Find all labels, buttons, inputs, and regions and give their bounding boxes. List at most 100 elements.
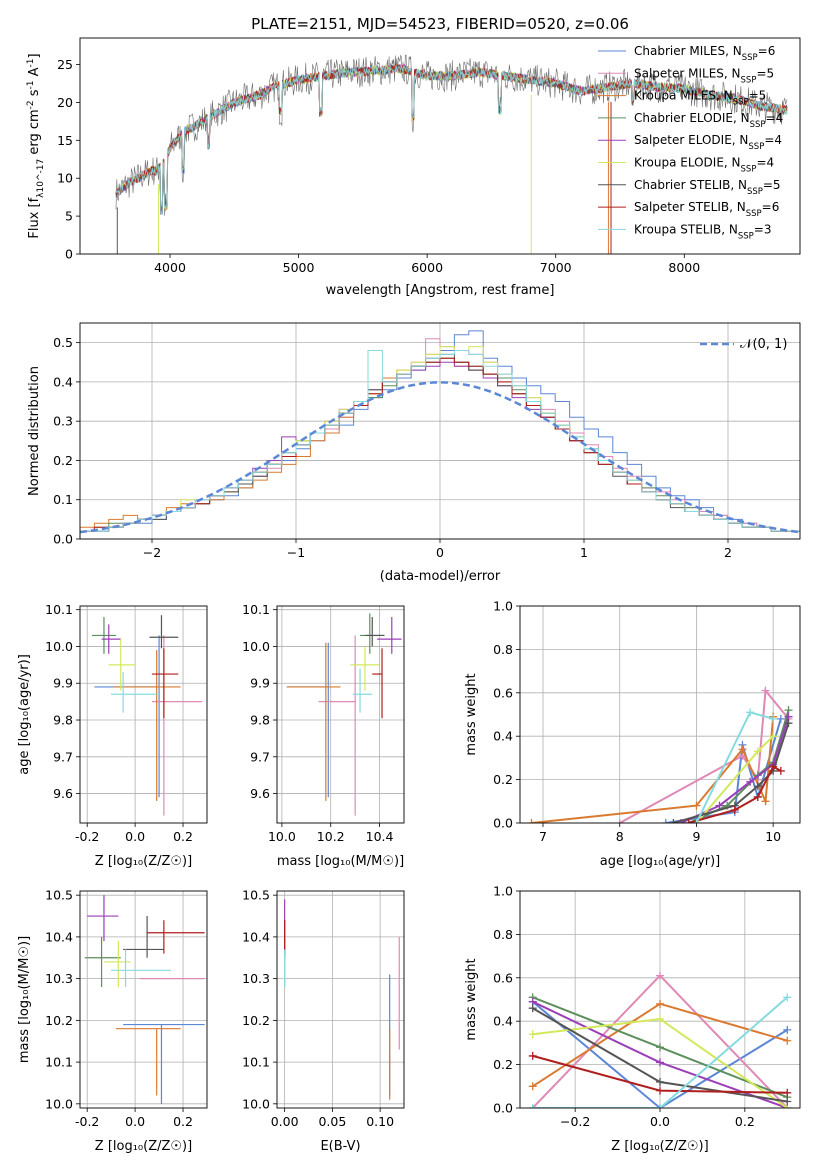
weight-marker [746, 708, 755, 717]
y-axis-label: mass weight [464, 673, 479, 755]
x-tick-label: 5000 [283, 260, 315, 275]
error-bar [286, 642, 341, 801]
axes-frame [276, 605, 405, 824]
y-tick-label: 10 [57, 171, 73, 186]
x-tick-label: 0.05 [318, 1114, 346, 1129]
plot-content [80, 330, 800, 539]
plot-area [80, 891, 207, 1108]
legend-label-sub: SSP [747, 187, 763, 197]
axes-frame [519, 890, 801, 1109]
error-bar [318, 635, 356, 816]
legend-label-count: =6 [758, 44, 776, 58]
legend-label-name: Salpeter MILES, N [634, 66, 741, 80]
x-tick-label: 0.2 [173, 829, 193, 844]
error-bar [113, 650, 181, 801]
x-tick-label: 8 [616, 829, 624, 844]
weight-marker [692, 819, 701, 823]
legend-label-sub: SSP [742, 53, 758, 63]
legend-label: 𝒩(0, 1) [740, 337, 787, 352]
weight-line [532, 1000, 788, 1108]
figure-title: PLATE=2151, MJD=54523, FIBERID=0520, z=0… [251, 15, 629, 33]
legend-label-sub: SSP [741, 75, 757, 85]
x-tick-label: 0.0 [125, 829, 145, 844]
legend-label-sub: SSP [748, 142, 764, 152]
spectrum-data-line [115, 54, 788, 216]
weight-marker [783, 993, 792, 1002]
legend-label-name: Salpeter ELODIE, N [634, 133, 748, 147]
plot-area [80, 606, 207, 823]
axes-frame [519, 605, 801, 824]
label-part: Normed distribution [27, 366, 42, 496]
y-tick-label: 1.0 [493, 884, 513, 899]
x-tick-label: 2 [724, 545, 732, 560]
y-tick-label: 9.7 [53, 749, 73, 764]
x-tick-label: 0.2 [735, 1114, 755, 1129]
weight-marker [656, 971, 664, 980]
y-tick-label: 0.2 [53, 453, 73, 468]
y-tick-label: 10.1 [242, 1055, 270, 1070]
x-tick-label: 10.2 [317, 829, 345, 844]
x-tick-label: 10.4 [366, 829, 394, 844]
legend-label: Chabrier MILES, NSSP=6 [634, 44, 775, 63]
x-tick-label: −2 [143, 545, 161, 560]
x-tick-label: 7 [539, 829, 547, 844]
legend-label-name: Kroupa STELIB, N [634, 222, 738, 236]
panel-weight-vs-Z: −0.2 0.0 0.2 0.0 0.2 0.4 0.6 0.8 1.0 Z [log₁₀(Z/Z… [464, 884, 801, 1154]
legend-label-name: Kroupa ELODIE, N [634, 156, 741, 170]
error-bar [101, 624, 121, 654]
legend-label-sub: SSP [738, 231, 754, 241]
weight-marker [783, 1097, 792, 1106]
weight-marker [776, 766, 785, 775]
legend-label: Salpeter MILES, NSSP=5 [634, 66, 774, 85]
weight-marker [769, 714, 778, 723]
legend-label-count: =5 [756, 66, 774, 80]
y-tick-label: 10.4 [45, 929, 73, 944]
y-axis-label: Normed distribution [27, 366, 42, 496]
error-bar [123, 916, 164, 958]
y-tick-label: 10.3 [45, 971, 73, 986]
y-tick-label: 10.1 [242, 602, 270, 617]
weight-marker [715, 801, 724, 810]
legend-label-sub: SSP [750, 120, 766, 130]
plot-content [527, 686, 793, 823]
error-bar [91, 617, 116, 654]
weight-marker [746, 777, 755, 786]
panel-spectrum: 4000 5000 6000 7000 8000 0 5 10 15 20 25 wavelength… [26, 37, 801, 298]
x-tick-label: 0 [436, 545, 444, 560]
weight-marker [527, 819, 536, 823]
weight-marker [783, 1025, 792, 1034]
label-script: -2 [26, 100, 36, 109]
label-part: Flux [f [27, 197, 42, 238]
y-tick-label: 0.8 [493, 927, 513, 942]
legend-label-sub: SSP [733, 98, 749, 108]
weight-marker [661, 819, 670, 823]
x-tick-label: 7000 [540, 260, 572, 275]
y-tick-label: 10.0 [45, 639, 73, 654]
y-axis-label: age [log₁₀(age/yr)] [17, 654, 32, 775]
weight-marker [528, 1082, 537, 1091]
x-tick-label: 8000 [668, 260, 700, 275]
y-tick-label: 0.0 [53, 532, 73, 547]
error-bar [84, 936, 121, 987]
panel-mass-vs-Z: -0.2 0.0 0.2 10.0 10.1 10.2 10.3 10.4 10.5 Z [log… [17, 888, 208, 1154]
weight-marker [783, 1036, 792, 1045]
legend-label-sub: SSP [741, 165, 757, 175]
legend-label-count: =3 [754, 222, 772, 236]
legend-label: Salpeter STELIB, NSSP=6 [634, 200, 779, 219]
weight-marker [656, 1104, 664, 1108]
weight-marker [528, 1104, 537, 1108]
y-tick-label: 20 [57, 95, 73, 110]
y-tick-label: 1.0 [493, 599, 513, 614]
y-tick-label: 0.5 [53, 335, 73, 350]
x-axis-label: Z [log₁₀(Z/Z☉)] [95, 854, 192, 869]
legend-label-count: =4 [766, 111, 784, 125]
x-axis-label: mass [log₁₀(M/M☉)] [277, 854, 404, 869]
x-axis-label: age [log₁₀(age/yr)] [600, 854, 721, 869]
panel-weight-vs-age: 7 8 9 10 0.0 0.2 0.4 0.6 0.8 1.0 age [log₁₀(age/yr… [464, 599, 801, 869]
weight-marker [738, 745, 747, 754]
legend-label-count: =6 [762, 200, 780, 214]
y-axis-label: mass [log₁₀(M/M☉)] [17, 936, 32, 1063]
weight-marker [656, 999, 664, 1008]
